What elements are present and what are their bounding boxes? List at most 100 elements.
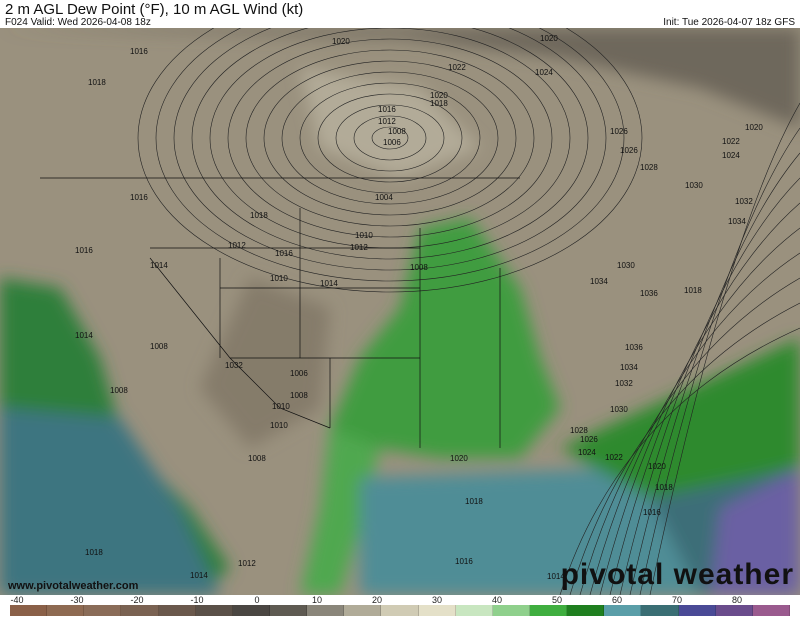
colorbar bbox=[10, 605, 790, 616]
weather-map[interactable]: 1020101610181022102010241020101810161012… bbox=[0, 28, 800, 595]
isobar bbox=[619, 177, 800, 595]
isobar bbox=[173, 28, 607, 271]
colorbar-tick: 20 bbox=[371, 595, 383, 605]
isobar-label: 1008 bbox=[290, 391, 308, 400]
colorbar-swatch bbox=[604, 605, 642, 616]
isobar-label: 1008 bbox=[388, 127, 406, 136]
isobar-label: 1014 bbox=[150, 261, 168, 270]
isobar bbox=[559, 327, 800, 595]
isobar bbox=[609, 202, 800, 595]
isobar-label: 1016 bbox=[130, 47, 148, 56]
colorbar-swatch bbox=[529, 605, 568, 616]
isobar-label: 1032 bbox=[615, 379, 633, 388]
isobar-label: 1018 bbox=[465, 497, 483, 506]
colorbar-swatch bbox=[158, 605, 196, 616]
header: 2 m AGL Dew Point (°F), 10 m AGL Wind (k… bbox=[0, 0, 800, 28]
isobar-label: 1024 bbox=[722, 151, 740, 160]
isobar-label: 1020 bbox=[648, 462, 666, 471]
colorbar-tick: 40 bbox=[491, 595, 503, 605]
colorbar-labels: -40 -30 -20 -10 0 10 20 30 40 50 60 70 80 bbox=[0, 595, 800, 605]
colorbar-tick: 30 bbox=[431, 595, 443, 605]
isobar-label: 1006 bbox=[383, 138, 401, 147]
isobar-label: 1020 bbox=[745, 123, 763, 132]
isobar-label: 1022 bbox=[448, 63, 466, 72]
colorbar-tick: -40 bbox=[10, 595, 24, 605]
isobar-label: 1008 bbox=[248, 454, 266, 463]
isobar-label: 1018 bbox=[250, 211, 268, 220]
isobar-label: 1016 bbox=[378, 105, 396, 114]
isobar-label: 1008 bbox=[150, 342, 168, 351]
isobar-label: 1016 bbox=[275, 249, 293, 258]
colorbar-tick: 70 bbox=[671, 595, 683, 605]
isobar-label: 1016 bbox=[455, 557, 473, 566]
init-time: Init: Tue 2026-04-07 18z GFS bbox=[663, 17, 795, 28]
isobar-label: 1014 bbox=[75, 331, 93, 340]
isobar-label: 1014 bbox=[190, 571, 208, 580]
isobar-label: 1010 bbox=[355, 231, 373, 240]
isobar-label: 1032 bbox=[225, 361, 243, 370]
isobar-labels: 1020101610181022102010241020101810161012… bbox=[75, 34, 763, 581]
isobar-label: 1020 bbox=[430, 91, 448, 100]
isobar-label: 1032 bbox=[735, 197, 753, 206]
isobar-label: 1014 bbox=[547, 572, 565, 581]
isobar-label: 1012 bbox=[350, 243, 368, 252]
colorbar-swatch bbox=[344, 605, 382, 616]
isobar-label: 1016 bbox=[643, 508, 661, 517]
isobar bbox=[245, 49, 535, 227]
isobar bbox=[639, 127, 800, 595]
colorbar-tick: -30 bbox=[70, 595, 84, 605]
isobar-label: 1028 bbox=[640, 163, 658, 172]
isobar-label: 1018 bbox=[85, 548, 103, 557]
isobar bbox=[191, 28, 589, 260]
isobar-label: 1014 bbox=[320, 279, 338, 288]
colorbar-swatch bbox=[232, 605, 270, 616]
isobar-label: 1030 bbox=[610, 405, 628, 414]
isobar bbox=[335, 104, 445, 172]
colorbar-swatch bbox=[269, 605, 308, 616]
isobar-label: 1012 bbox=[238, 559, 256, 568]
isobar-label: 1036 bbox=[640, 289, 658, 298]
isobar-label: 1020 bbox=[540, 34, 558, 43]
isobar-label: 1024 bbox=[578, 448, 596, 457]
isobar bbox=[227, 38, 553, 238]
isobar-label: 1020 bbox=[332, 37, 350, 46]
colorbar-tick: -10 bbox=[190, 595, 204, 605]
isobar-label: 1034 bbox=[590, 277, 608, 286]
isobar-label: 1026 bbox=[610, 127, 628, 136]
isobar bbox=[649, 102, 800, 595]
colorbar-swatch bbox=[492, 605, 530, 616]
isobar-label: 1026 bbox=[580, 435, 598, 444]
isobar-label: 1018 bbox=[430, 99, 448, 108]
map-title: 2 m AGL Dew Point (°F), 10 m AGL Wind (k… bbox=[5, 1, 304, 18]
isobar bbox=[281, 71, 499, 205]
isobar-label: 1010 bbox=[272, 402, 290, 411]
colorbar-tick: 60 bbox=[611, 595, 623, 605]
isobar bbox=[371, 126, 409, 150]
isobar-label: 1016 bbox=[130, 193, 148, 202]
colorbar-swatch bbox=[641, 605, 679, 616]
isobar-label: 1010 bbox=[270, 274, 288, 283]
colorbar-swatch bbox=[567, 605, 605, 616]
isobar bbox=[299, 82, 481, 194]
isobar-label: 1026 bbox=[620, 146, 638, 155]
isobar-label: 1020 bbox=[450, 454, 468, 463]
isobar-label: 1004 bbox=[375, 193, 393, 202]
isobar-label: 1008 bbox=[410, 263, 428, 272]
isobar bbox=[137, 28, 643, 293]
isobar bbox=[317, 93, 463, 183]
colorbar-swatch bbox=[455, 605, 493, 616]
isobar-label: 1028 bbox=[570, 426, 588, 435]
isobar-label: 1018 bbox=[655, 483, 673, 492]
colorbar-swatch bbox=[84, 605, 122, 616]
isobar-label: 1022 bbox=[605, 453, 623, 462]
isobar bbox=[569, 302, 800, 595]
valid-time: F024 Valid: Wed 2026-04-08 18z bbox=[5, 17, 151, 28]
isobar-label: 1006 bbox=[290, 369, 308, 378]
isobar-label: 1036 bbox=[625, 343, 643, 352]
isobar bbox=[353, 115, 427, 161]
colorbar-tick: 50 bbox=[551, 595, 563, 605]
colorbar-swatch bbox=[418, 605, 456, 616]
isobar-label: 1008 bbox=[110, 386, 128, 395]
website-watermark: www.pivotalweather.com bbox=[8, 580, 139, 592]
isobar-label: 1034 bbox=[620, 363, 638, 372]
